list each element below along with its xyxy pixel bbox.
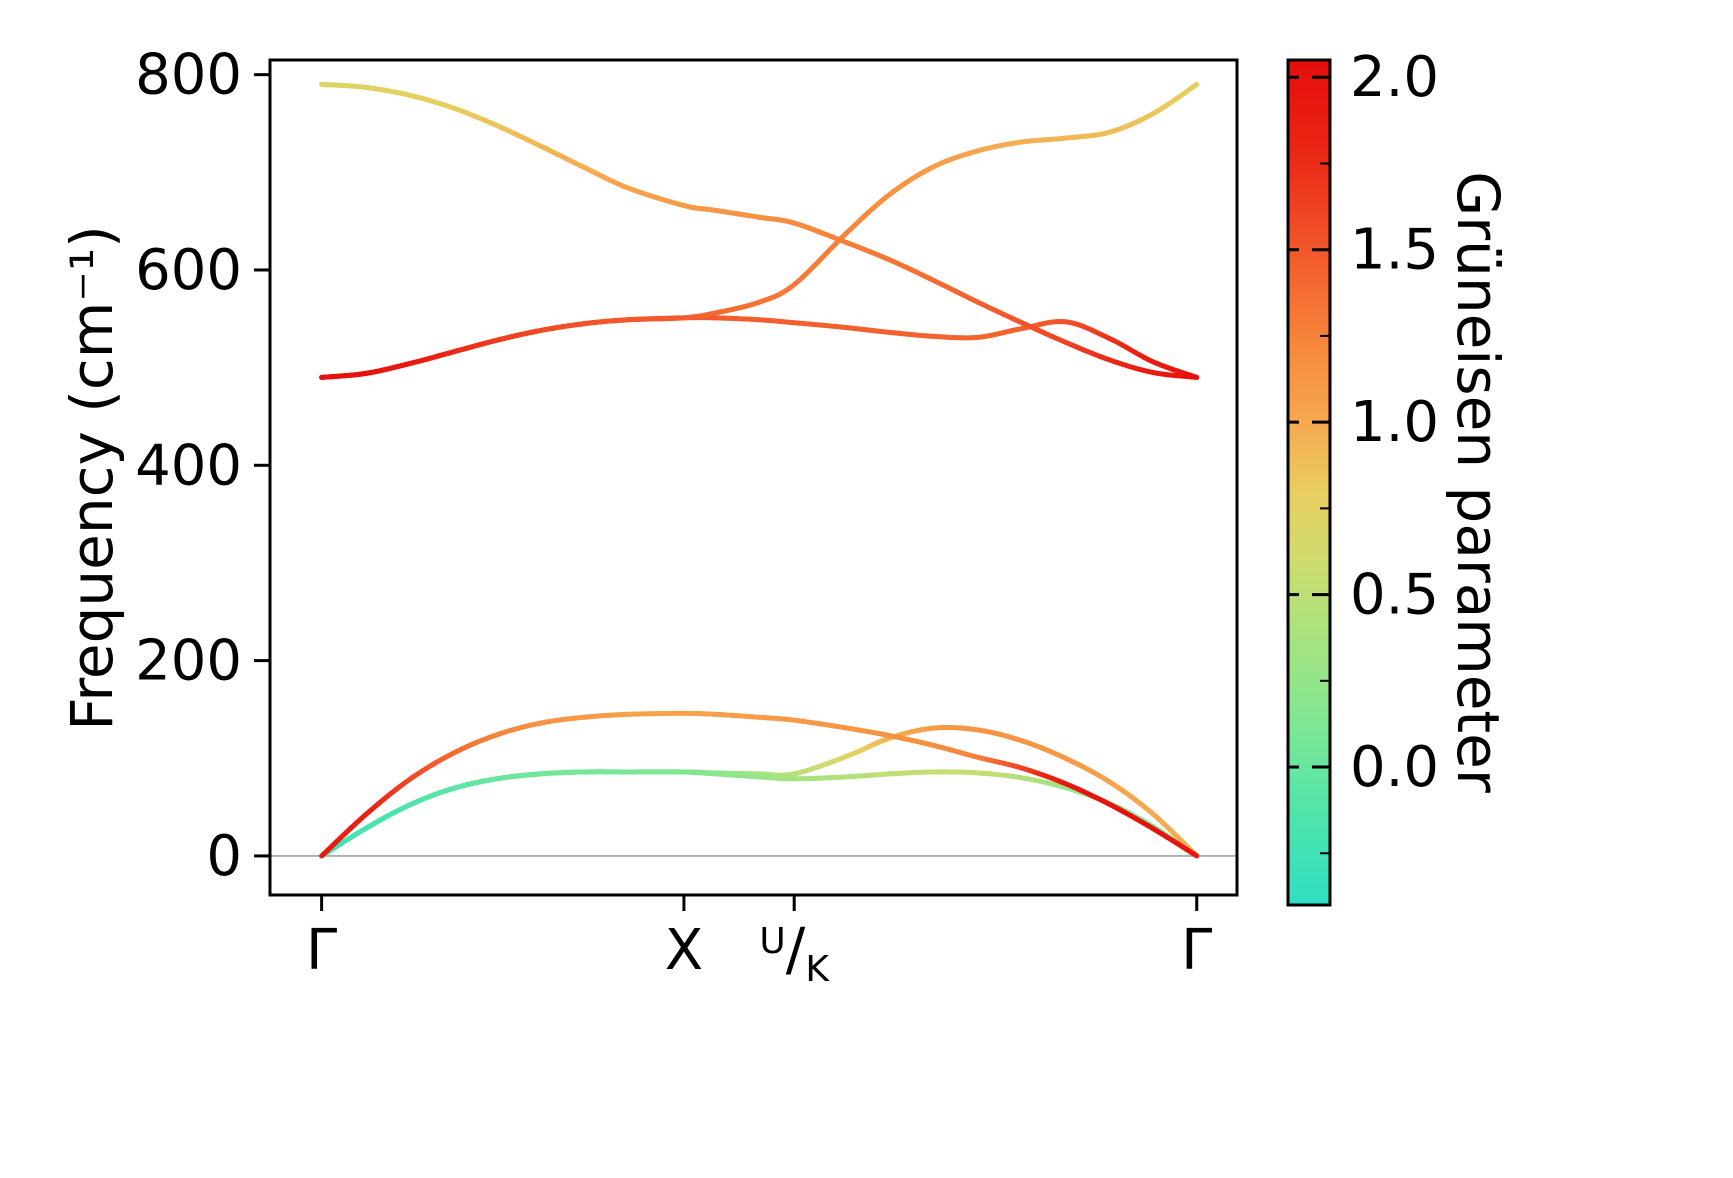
phonon-band-optic-1 bbox=[319, 315, 1200, 380]
colorbar-tick-label: 1.0 bbox=[1350, 390, 1439, 455]
colorbar-tick-label: 0.5 bbox=[1350, 563, 1439, 628]
colorbar-frame bbox=[1286, 58, 1332, 907]
y-tick-label: 600 bbox=[135, 238, 242, 303]
phonon-band-optic-3 bbox=[319, 81, 1200, 380]
x-tick-label: U/K bbox=[759, 915, 830, 990]
x-tick-label: Γ bbox=[306, 918, 337, 983]
phonon-band-acoustic-TA2 bbox=[319, 724, 1200, 859]
colorbar-label: Grüneisen parameter bbox=[1444, 171, 1512, 793]
y-tick-label: 800 bbox=[135, 43, 242, 108]
colorbar-tick-label: 0.0 bbox=[1350, 735, 1439, 800]
y-tick-label: 400 bbox=[135, 433, 242, 498]
colorbar-tick-label: 2.0 bbox=[1350, 45, 1439, 110]
x-tick-label: Γ bbox=[1181, 918, 1212, 983]
y-tick-label: 200 bbox=[135, 629, 242, 694]
colorbar-tick-label: 1.5 bbox=[1350, 218, 1439, 283]
phonon-band-acoustic-LA bbox=[319, 710, 1200, 859]
y-axis-label: Frequency (cm⁻¹) bbox=[58, 225, 126, 731]
plot-frame bbox=[268, 58, 1239, 897]
y-tick-label: 0 bbox=[206, 824, 242, 889]
phonon-band-optic-2 bbox=[319, 81, 1200, 380]
x-tick-label: X bbox=[665, 918, 703, 983]
colorbar-gradient bbox=[1288, 60, 1330, 905]
